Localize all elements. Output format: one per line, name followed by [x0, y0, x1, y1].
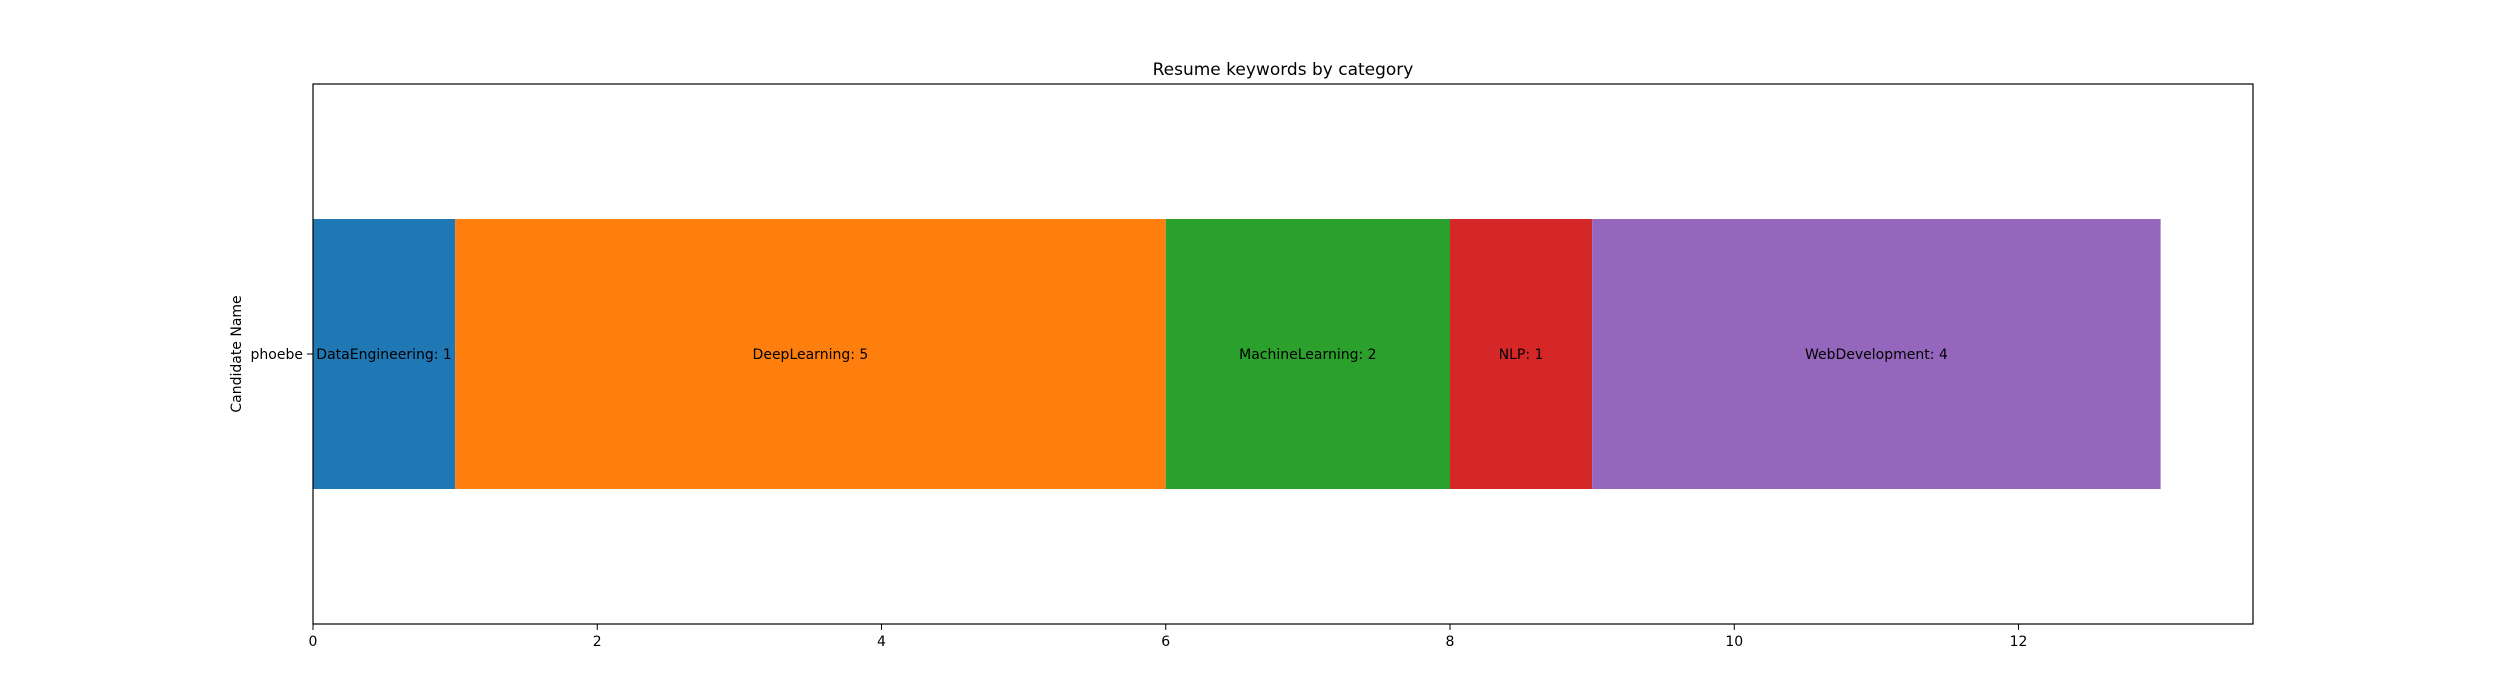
x-tick-label: 12 [2010, 634, 2028, 650]
bar-segment [1165, 219, 1450, 489]
bar-data-label: MachineLearning: 2 [1239, 347, 1376, 363]
bar-data-label: DataEngineering: 1 [316, 347, 452, 363]
x-tick-label: 6 [1161, 634, 1170, 650]
x-tick-label: 2 [593, 634, 602, 650]
x-tick-label: 10 [1725, 634, 1743, 650]
y-axis-label: Candidate Name [229, 295, 245, 412]
bar-segment [1449, 219, 1593, 489]
x-tick-label: 8 [1446, 634, 1455, 650]
plot-frame [312, 83, 2254, 625]
x-axis-ticks: 0 2 4 6 8 10 12 [309, 624, 2028, 650]
x-tick-label: 0 [309, 634, 318, 650]
bar-segment [1592, 219, 2161, 489]
bar-label-group: DataEngineering: 1 DeepLearning: 5 Machine… [316, 347, 1948, 363]
bar-data-label: WebDevelopment: 4 [1805, 347, 1948, 363]
bar-segment [313, 219, 456, 489]
bar-segment [455, 219, 1166, 489]
y-axis-ticks: phoebe [251, 347, 313, 363]
chart-title: Resume keywords by category [1153, 60, 1414, 80]
x-tick-label: 4 [877, 634, 886, 650]
bar-data-label: DeepLearning: 5 [753, 347, 869, 363]
y-tick-label: phoebe [251, 347, 303, 363]
bar-group [313, 219, 2161, 489]
bar-data-label: NLP: 1 [1499, 347, 1544, 363]
